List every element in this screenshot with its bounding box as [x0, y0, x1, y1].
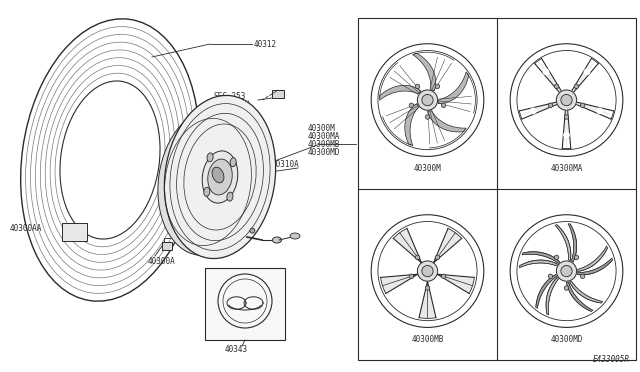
Text: 40312: 40312 [254, 39, 277, 48]
Polygon shape [437, 274, 474, 294]
Text: 40300A: 40300A [148, 257, 176, 266]
Circle shape [561, 94, 572, 106]
Circle shape [435, 255, 440, 260]
Circle shape [554, 255, 559, 260]
Circle shape [580, 103, 585, 108]
Circle shape [548, 274, 553, 279]
Ellipse shape [202, 151, 238, 203]
Circle shape [425, 115, 429, 119]
Text: 40300MD: 40300MD [308, 148, 340, 157]
Circle shape [417, 90, 438, 110]
Polygon shape [433, 228, 461, 263]
Bar [358, 18, 636, 360]
Polygon shape [566, 282, 593, 311]
Polygon shape [519, 260, 557, 268]
Ellipse shape [212, 167, 224, 183]
Polygon shape [520, 102, 556, 115]
Circle shape [556, 261, 577, 281]
Ellipse shape [204, 187, 210, 196]
Polygon shape [577, 102, 612, 115]
Bar [162, 242, 172, 250]
Ellipse shape [207, 153, 213, 162]
Circle shape [435, 84, 440, 89]
Circle shape [422, 266, 433, 277]
Bar [205, 268, 285, 340]
Text: 40300AA: 40300AA [10, 224, 42, 232]
Polygon shape [380, 85, 421, 100]
Circle shape [554, 84, 559, 89]
Ellipse shape [290, 233, 300, 239]
Circle shape [564, 286, 569, 290]
Polygon shape [564, 111, 568, 148]
Polygon shape [555, 225, 571, 260]
Circle shape [425, 286, 429, 290]
Text: 40300MA: 40300MA [308, 131, 340, 141]
Circle shape [417, 261, 438, 281]
Circle shape [543, 68, 549, 75]
Polygon shape [577, 258, 612, 275]
Circle shape [548, 103, 553, 108]
Circle shape [574, 255, 579, 260]
Ellipse shape [20, 19, 199, 301]
Text: (40700M): (40700M) [214, 99, 251, 109]
Ellipse shape [250, 228, 255, 233]
Circle shape [580, 274, 585, 279]
Polygon shape [522, 252, 560, 263]
Ellipse shape [158, 109, 258, 256]
Circle shape [561, 266, 572, 277]
Circle shape [415, 255, 420, 260]
Circle shape [584, 68, 591, 75]
Circle shape [422, 94, 433, 106]
Polygon shape [394, 228, 422, 263]
Text: 40300MD: 40300MD [550, 336, 582, 344]
Circle shape [409, 274, 413, 279]
Circle shape [409, 103, 413, 108]
Text: 40300MA: 40300MA [550, 164, 582, 173]
Circle shape [530, 108, 537, 114]
Polygon shape [428, 110, 467, 132]
Ellipse shape [164, 96, 276, 259]
Polygon shape [536, 275, 557, 308]
Circle shape [563, 132, 570, 138]
Ellipse shape [227, 192, 233, 201]
Polygon shape [572, 61, 595, 92]
Text: 40300MB: 40300MB [308, 140, 340, 148]
Polygon shape [438, 72, 468, 103]
Ellipse shape [273, 237, 282, 243]
Polygon shape [381, 274, 418, 294]
Text: 40300MB: 40300MB [412, 336, 444, 344]
Polygon shape [568, 224, 577, 262]
Text: 40300M: 40300M [413, 164, 442, 173]
Polygon shape [570, 281, 603, 303]
Ellipse shape [208, 159, 232, 195]
Text: 40310A: 40310A [272, 160, 300, 169]
Polygon shape [419, 281, 436, 318]
Polygon shape [405, 103, 419, 146]
Polygon shape [538, 61, 561, 92]
Circle shape [556, 90, 577, 110]
Text: SEC.253: SEC.253 [214, 92, 246, 100]
Circle shape [564, 115, 569, 119]
Circle shape [574, 84, 579, 89]
Bar [62, 223, 87, 241]
Polygon shape [578, 246, 607, 272]
Text: 40343: 40343 [225, 346, 248, 355]
Circle shape [442, 103, 446, 108]
Circle shape [442, 274, 446, 279]
Circle shape [596, 108, 603, 114]
Text: 40300M: 40300M [308, 124, 336, 132]
Bar [272, 90, 284, 98]
Polygon shape [413, 53, 436, 91]
Ellipse shape [230, 158, 236, 167]
Text: E433005R: E433005R [593, 355, 630, 364]
Circle shape [415, 84, 420, 89]
Polygon shape [546, 278, 559, 315]
